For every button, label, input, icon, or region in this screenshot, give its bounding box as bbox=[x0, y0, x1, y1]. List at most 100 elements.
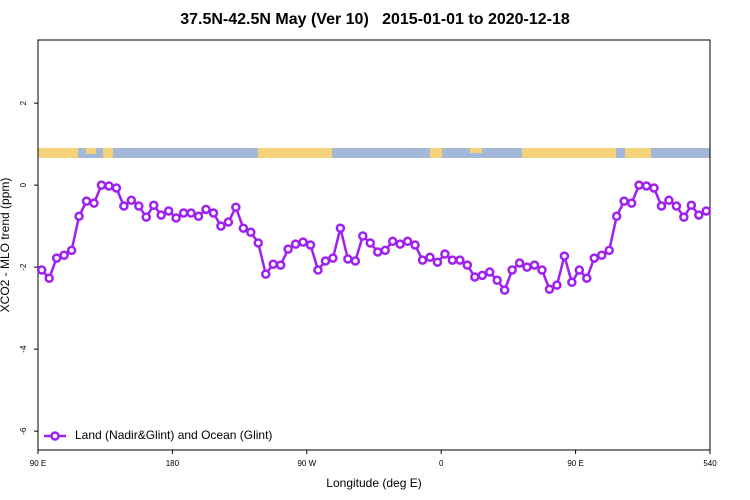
data-point bbox=[66, 245, 77, 256]
data-point bbox=[305, 240, 316, 250]
y-tick-label: 2 bbox=[19, 100, 28, 105]
data-point bbox=[589, 253, 600, 263]
data-point bbox=[477, 270, 488, 281]
data-point bbox=[298, 237, 308, 247]
data-point bbox=[104, 181, 114, 191]
data-point bbox=[141, 212, 152, 222]
data-point bbox=[178, 208, 189, 218]
chart-title: 37.5N-42.5N May (Ver 10) 2015-01-01 to 2… bbox=[180, 11, 570, 28]
data-point bbox=[559, 251, 570, 261]
data-point bbox=[156, 210, 166, 220]
data-point bbox=[417, 255, 428, 265]
data-point bbox=[320, 256, 331, 266]
data-point bbox=[74, 211, 84, 222]
data-point bbox=[611, 211, 622, 222]
data-point bbox=[216, 221, 226, 231]
x-tick-label: 540 bbox=[703, 459, 717, 468]
data-point bbox=[634, 180, 644, 190]
data-point bbox=[328, 253, 338, 263]
x-tick-label: 90 E bbox=[30, 459, 46, 468]
data-point bbox=[671, 201, 682, 211]
data-point bbox=[522, 262, 532, 272]
data-point bbox=[290, 239, 301, 249]
data-point bbox=[119, 201, 129, 211]
data-point bbox=[223, 217, 234, 227]
data-point bbox=[694, 210, 704, 220]
data-point bbox=[499, 285, 510, 295]
data-point bbox=[283, 244, 293, 254]
data-point bbox=[81, 196, 92, 206]
data-point bbox=[432, 257, 443, 267]
data-point bbox=[134, 201, 144, 211]
data-point bbox=[425, 252, 435, 263]
x-tick-label: 90 W bbox=[297, 459, 316, 468]
data-point bbox=[402, 236, 413, 247]
data-point bbox=[462, 260, 473, 270]
x-tick-label: 0 bbox=[439, 459, 444, 468]
y-tick-label: 0 bbox=[19, 182, 28, 187]
x-tick-label: 90 E bbox=[567, 459, 583, 468]
data-point bbox=[567, 277, 577, 288]
legend-label: Land (Nadir&Glint) and Ocean (Glint) bbox=[75, 428, 272, 442]
data-point bbox=[44, 273, 54, 283]
data-point bbox=[59, 250, 69, 260]
y-tick-label: -4 bbox=[19, 345, 28, 353]
data-point bbox=[492, 275, 502, 286]
x-axis-title: Longitude (deg E) bbox=[326, 476, 421, 490]
data-point bbox=[537, 265, 547, 275]
data-point bbox=[455, 255, 465, 265]
data-point bbox=[626, 198, 637, 208]
data-point bbox=[514, 258, 525, 268]
data-point bbox=[335, 223, 346, 233]
data-point bbox=[201, 204, 211, 215]
data-point bbox=[260, 269, 271, 279]
data-point bbox=[544, 284, 555, 295]
y-tick-label: -2 bbox=[19, 263, 28, 271]
data-point bbox=[387, 236, 398, 247]
data-point bbox=[582, 273, 592, 283]
x-tick-label: 180 bbox=[166, 459, 180, 468]
series-line bbox=[40, 183, 707, 293]
data-point bbox=[664, 195, 674, 206]
y-axis-title: XCO2 - MLO trend (ppm) bbox=[0, 178, 12, 313]
data-point bbox=[96, 180, 107, 190]
data-point bbox=[604, 245, 614, 256]
data-point bbox=[686, 200, 697, 210]
data-point bbox=[126, 195, 137, 206]
data-point bbox=[111, 183, 122, 193]
data-point bbox=[596, 250, 607, 260]
plot-frame bbox=[37, 39, 711, 451]
data-point bbox=[641, 181, 652, 191]
data-point bbox=[447, 255, 458, 265]
data-point bbox=[380, 245, 390, 256]
data-point bbox=[268, 259, 278, 270]
data-point bbox=[619, 196, 629, 206]
data-point bbox=[238, 223, 249, 233]
data-point bbox=[148, 200, 159, 210]
y-tick-label: -6 bbox=[19, 427, 28, 435]
data-point bbox=[313, 265, 323, 275]
data-point bbox=[171, 213, 181, 223]
data-point bbox=[193, 211, 204, 222]
data-point bbox=[163, 206, 174, 216]
data-point bbox=[574, 265, 585, 275]
data-point bbox=[186, 208, 196, 218]
data-point bbox=[275, 260, 286, 270]
data-point bbox=[36, 265, 47, 275]
data-point bbox=[89, 198, 99, 208]
data-point bbox=[246, 227, 256, 238]
data-point bbox=[208, 208, 219, 218]
data-point bbox=[343, 254, 353, 264]
data-point bbox=[51, 253, 62, 263]
data-point bbox=[529, 260, 540, 270]
data-point bbox=[679, 212, 689, 222]
data-point bbox=[484, 267, 495, 277]
data-point bbox=[656, 201, 667, 211]
data-point bbox=[358, 231, 368, 241]
data-point bbox=[701, 206, 712, 216]
data-point bbox=[410, 240, 420, 250]
data-point bbox=[231, 202, 241, 213]
data-point bbox=[350, 256, 361, 266]
data-point bbox=[440, 249, 450, 259]
